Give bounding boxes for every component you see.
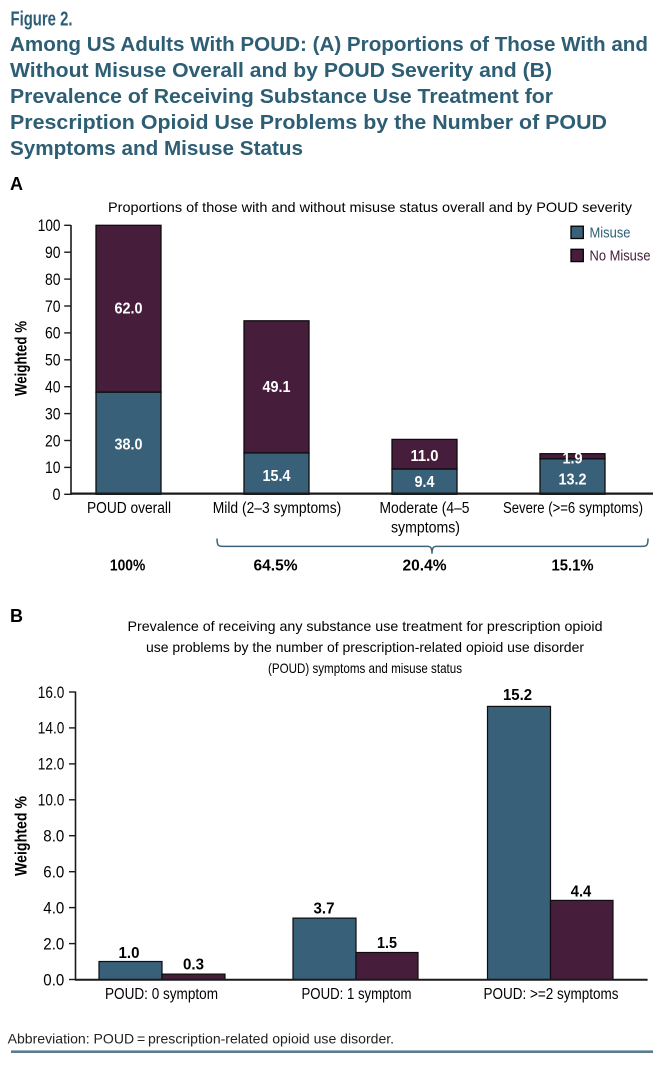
svg-text:2.0: 2.0 (43, 934, 64, 953)
svg-text:50: 50 (45, 351, 61, 370)
svg-text:13.2: 13.2 (559, 471, 587, 488)
svg-text:38.0: 38.0 (115, 436, 143, 453)
svg-text:60: 60 (45, 324, 61, 343)
svg-text:64.5%: 64.5% (254, 558, 298, 575)
svg-text:POUD: >=2 symptoms: POUD: >=2 symptoms (484, 986, 619, 1003)
svg-text:4.4: 4.4 (571, 883, 592, 900)
svg-text:No Misuse: No Misuse (590, 248, 651, 265)
svg-text:40: 40 (45, 378, 61, 397)
svg-text:10: 10 (45, 458, 61, 477)
svg-text:49.1: 49.1 (263, 379, 291, 396)
svg-text:Among US Adults With POUD: (A): Among US Adults With POUD: (A) Proportio… (10, 33, 648, 56)
svg-text:(POUD) symptoms and misuse sta: (POUD) symptoms and misuse status (268, 660, 462, 676)
svg-text:Prescription Opioid Use Proble: Prescription Opioid Use Problems by the … (10, 111, 607, 134)
svg-text:B: B (10, 606, 23, 626)
svg-text:Moderate (4–5: Moderate (4–5 (380, 500, 470, 517)
svg-text:A: A (10, 174, 23, 194)
svg-text:9.4: 9.4 (415, 474, 435, 491)
svg-text:100%: 100% (110, 558, 145, 575)
svg-text:15.1%: 15.1% (552, 558, 594, 575)
svg-text:80: 80 (45, 270, 61, 289)
svg-text:Weighted %: Weighted % (13, 796, 31, 876)
svg-text:90: 90 (45, 243, 61, 262)
svg-text:Misuse: Misuse (590, 224, 631, 241)
svg-text:6.0: 6.0 (43, 863, 64, 882)
svg-text:12.0: 12.0 (38, 755, 65, 774)
svg-text:Symptoms and Misuse Status: Symptoms and Misuse Status (10, 137, 303, 160)
svg-text:30: 30 (45, 404, 61, 423)
svg-text:use problems by the number of: use problems by the number of prescripti… (146, 639, 584, 655)
svg-text:Severe (>=6 symptoms): Severe (>=6 symptoms) (503, 500, 643, 517)
svg-text:8.0: 8.0 (43, 827, 64, 846)
svg-text:Prevalence of receiving any su: Prevalence of receiving any substance us… (128, 618, 603, 634)
svg-text:POUD: 0 symptom: POUD: 0 symptom (105, 986, 218, 1003)
svg-text:100: 100 (38, 216, 61, 235)
svg-text:Without Misuse Overall and by: Without Misuse Overall and by POUD Sever… (10, 59, 552, 82)
svg-text:symptoms): symptoms) (391, 520, 460, 537)
svg-text:4.0: 4.0 (43, 898, 64, 917)
svg-text:Mild (2–3 symptoms): Mild (2–3 symptoms) (213, 500, 342, 517)
svg-text:20: 20 (45, 431, 61, 450)
svg-text:62.0: 62.0 (115, 301, 143, 318)
svg-text:POUD overall: POUD overall (87, 500, 171, 517)
svg-text:1.9: 1.9 (563, 451, 583, 468)
svg-text:15.2: 15.2 (503, 687, 532, 704)
svg-text:1.0: 1.0 (119, 945, 140, 962)
svg-text:3.7: 3.7 (314, 901, 335, 918)
svg-text:Abbreviation: POUD = prescript: Abbreviation: POUD = prescription-relate… (8, 1031, 395, 1047)
svg-text:15.4: 15.4 (263, 468, 291, 485)
svg-text:11.0: 11.0 (411, 448, 439, 465)
svg-text:Weighted %: Weighted % (13, 321, 31, 396)
svg-text:14.0: 14.0 (38, 719, 65, 738)
svg-text:70: 70 (45, 297, 61, 316)
svg-text:0.0: 0.0 (43, 970, 64, 989)
svg-text:1.5: 1.5 (377, 935, 397, 952)
svg-text:20.4%: 20.4% (403, 558, 447, 575)
svg-text:Proportions of those with and: Proportions of those with and without mi… (108, 199, 632, 215)
svg-text:Prevalence of Receiving Substa: Prevalence of Receiving Substance Use Tr… (10, 85, 553, 108)
svg-text:POUD: 1 symptom: POUD: 1 symptom (302, 986, 412, 1003)
svg-text:0: 0 (53, 485, 61, 504)
svg-text:10.0: 10.0 (38, 791, 65, 810)
svg-text:0.3: 0.3 (183, 957, 204, 974)
svg-text:16.0: 16.0 (38, 683, 65, 702)
svg-text:Figure 2.: Figure 2. (11, 9, 73, 31)
